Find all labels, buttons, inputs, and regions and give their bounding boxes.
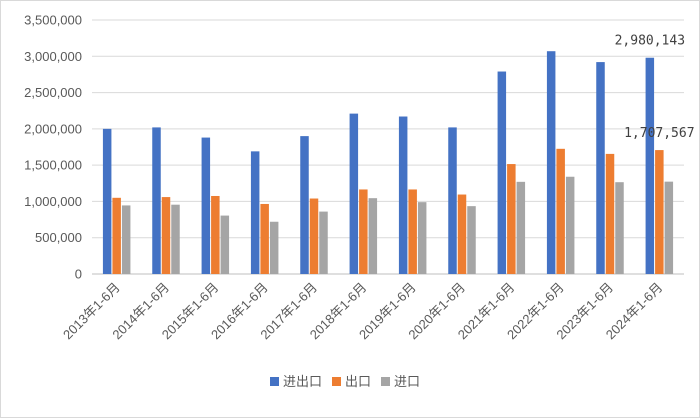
legend-swatch [381,377,390,386]
bar [664,181,674,274]
bar [161,197,171,274]
bar [408,189,417,274]
bar [497,71,507,274]
y-tick-label: 1,500,000 [24,158,82,173]
x-axis-ticks: 2013年1-6月2014年1-6月2015年1-6月2016年1-6月2017… [60,280,665,343]
data-label: 1,707,567 [624,126,694,141]
bar [319,211,328,274]
y-tick-label: 2,000,000 [24,121,82,136]
data-labels: 2,980,143 1,707,567 [615,34,695,141]
legend-label: 出口 [345,374,371,389]
bar [398,116,408,275]
bar [467,206,476,274]
data-label: 2,980,143 [615,34,685,49]
legend-swatch [270,377,279,386]
bar [102,128,112,274]
bar [211,195,220,274]
bar [596,62,605,274]
y-axis-ticks: 0 500,000 1,000,000 1,500,000 2,000,000 2,500… [24,13,82,282]
y-tick-label: 0 [75,267,82,282]
bar [260,203,269,274]
bar [556,148,565,274]
bar [368,198,378,274]
bar [152,127,161,274]
y-tick-label: 2,500,000 [24,85,82,100]
gridlines [92,19,684,275]
bar [309,198,319,274]
bar [417,202,427,274]
bar [201,137,211,274]
bar [349,113,359,274]
bar [171,204,180,274]
legend: 进出口 出口 进口 [270,374,420,389]
legend-label: 进口 [394,374,420,389]
bar [516,181,526,274]
bar [112,197,121,274]
legend-swatch [332,377,341,386]
bar [269,221,279,274]
bar [359,189,368,274]
bar [565,176,575,274]
bar [655,150,664,274]
bar [220,215,230,274]
bar [605,153,615,274]
y-tick-label: 3,000,000 [24,49,82,64]
bar [448,127,457,274]
y-tick-label: 1,000,000 [24,194,82,209]
bar [121,205,131,274]
bar [615,182,624,274]
legend-label: 进出口 [283,374,322,389]
bar [546,51,556,274]
bar [250,151,260,274]
bar [645,57,655,275]
bars [102,51,674,275]
y-tick-label: 500,000 [35,230,82,245]
y-tick-label: 3,500,000 [24,13,82,28]
bar [300,136,309,274]
bar [457,194,467,274]
bar [507,164,516,274]
